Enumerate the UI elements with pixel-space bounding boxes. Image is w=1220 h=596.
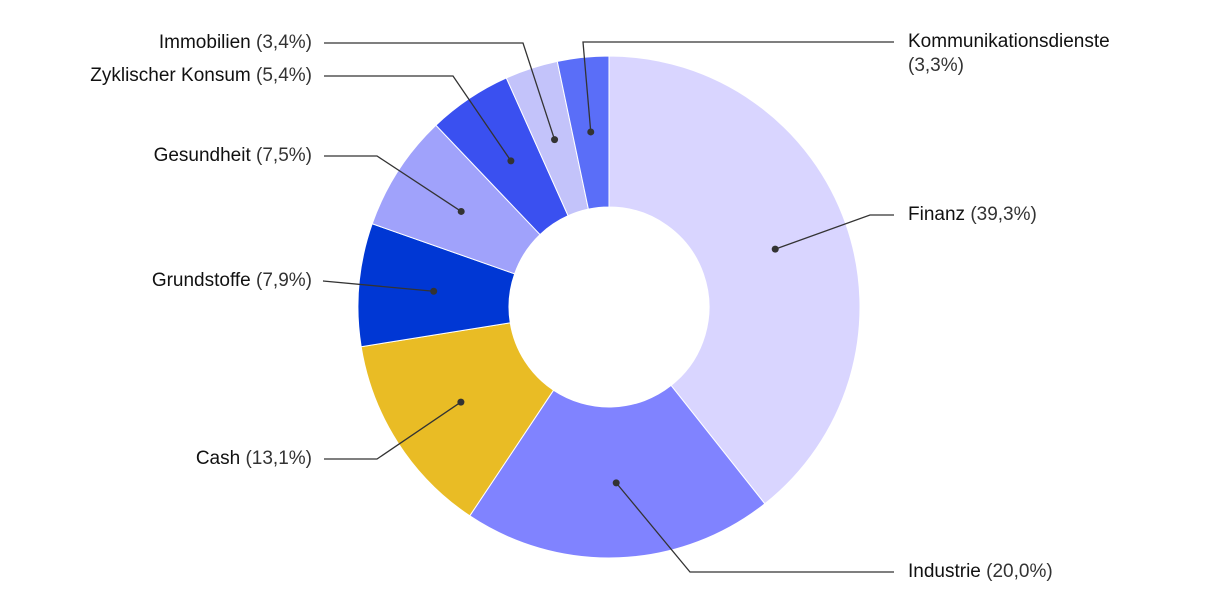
leader-line (322, 280, 434, 292)
label: Gesundheit (7,5%) (154, 145, 312, 166)
value-label: (7,9%) (256, 270, 312, 291)
value-label: (3,4%) (256, 32, 312, 53)
leader-line (324, 401, 462, 460)
slice-label: Cash (196, 448, 240, 469)
slice-label: Industrie (908, 561, 981, 582)
slice-label: Grundstoffe (152, 270, 251, 291)
value-label: (3,3%) (908, 55, 964, 76)
leader-line (615, 482, 894, 573)
slice-label: Zyklischer Konsum (90, 65, 251, 86)
leader-line (324, 75, 512, 162)
leader-dot (457, 398, 465, 406)
leader-dot (507, 157, 515, 165)
leader-dot (430, 287, 438, 295)
leader-line (324, 42, 556, 140)
label: Zyklischer Konsum (5,4%) (90, 65, 312, 86)
value-label: (20,0%) (986, 561, 1053, 582)
leader-line (582, 41, 894, 133)
slice (469, 384, 766, 559)
label: Cash (13,1%) (196, 448, 312, 469)
slice-label: Gesundheit (154, 145, 252, 166)
value-label: (13,1%) (245, 448, 312, 469)
label: Grundstoffe (7,9%) (152, 270, 312, 291)
leader-line (775, 214, 894, 250)
slice-label: Kommunikationsdienste (908, 31, 1110, 52)
leader-line (324, 155, 462, 212)
leader-dot (771, 245, 779, 253)
slice (360, 322, 555, 517)
label: Immobilien (3,4%) (159, 32, 312, 53)
label: Finanz (39,3%) (908, 204, 1037, 225)
value-label: (39,3%) (970, 204, 1037, 225)
leader-dot (551, 136, 559, 144)
slice (556, 55, 610, 210)
leader-dot (457, 207, 465, 215)
slice-label: Immobilien (159, 32, 251, 53)
leader-dot (612, 479, 620, 487)
value-label: (7,5%) (256, 145, 312, 166)
label: Industrie (20,0%) (908, 561, 1053, 582)
slice (608, 55, 861, 505)
value-label: (5,4%) (256, 65, 312, 86)
leader-dot (587, 128, 595, 136)
slice-label: Finanz (908, 204, 965, 225)
